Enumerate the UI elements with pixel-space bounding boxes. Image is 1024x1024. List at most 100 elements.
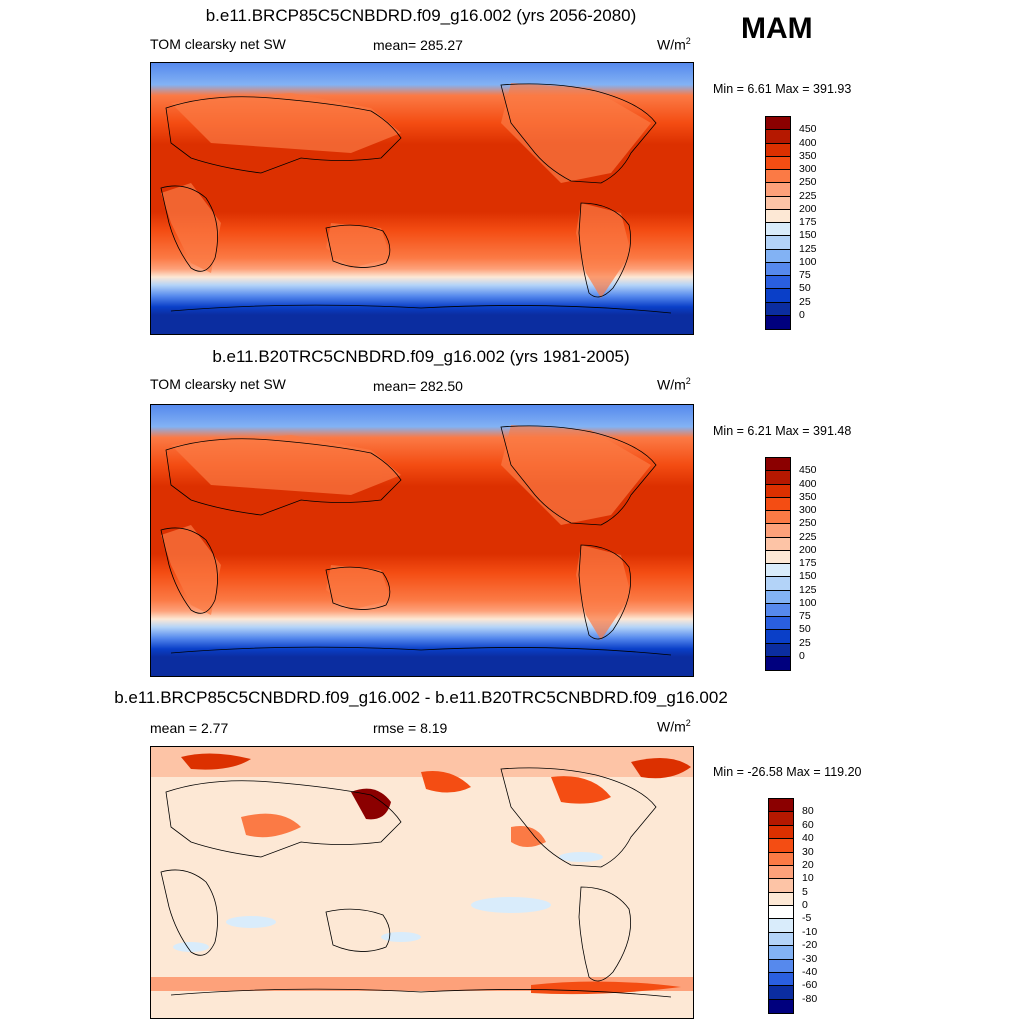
colorbar-tick-label: 50 [799, 623, 811, 636]
panel2-colorbar [765, 457, 791, 671]
colorbar-swatch [766, 577, 790, 591]
colorbar-tick-label: 300 [799, 504, 817, 516]
colorbar-tick-label: 200 [799, 202, 817, 215]
colorbar-tick-label: 0 [799, 308, 805, 321]
colorbar-tick-label: 25 [799, 636, 811, 649]
panel3-map [150, 746, 694, 1019]
colorbar-swatch [766, 497, 790, 511]
colorbar-swatch [766, 471, 790, 485]
colorbar-tick-label: 200 [799, 543, 817, 556]
panel2-map [150, 404, 694, 677]
colorbar-swatch [766, 550, 790, 564]
panel2-mean-label: mean= 282.50 [373, 378, 463, 394]
colorbar-tick-label: 175 [799, 557, 817, 569]
colorbar-swatch [766, 656, 790, 670]
colorbar-tick-label: 250 [799, 517, 817, 530]
colorbar-tick-label: 0 [802, 899, 808, 911]
colorbar-swatch [769, 852, 793, 866]
panel2-units: W/m2 [657, 376, 691, 393]
colorbar-tick-label: -10 [802, 925, 818, 938]
coastlines [160, 767, 672, 998]
colorbar-swatch [766, 315, 790, 329]
colorbar-tick-label: 100 [799, 596, 817, 609]
colorbar-swatch [766, 143, 790, 157]
colorbar-tick-label: 350 [799, 490, 817, 503]
colorbar-tick-label: 20 [802, 858, 814, 871]
colorbar-swatch [769, 959, 793, 973]
colorbar-swatch [766, 236, 790, 250]
colorbar-swatch [769, 879, 793, 893]
panel1-colorbar [765, 116, 791, 330]
panel2-minmax: Min = 6.21 Max = 391.48 [713, 424, 852, 438]
colorbar-tick-label: 125 [799, 242, 817, 255]
panel2-title: b.e11.B20TRC5CNBDRD.f09_g16.002 (yrs 198… [212, 347, 630, 366]
colorbar-swatch [769, 999, 793, 1013]
panel3-rmse-label: rmse = 8.19 [373, 720, 448, 736]
colorbar-tick-label: 450 [799, 464, 817, 477]
colorbar-swatch [766, 130, 790, 144]
coastlines [160, 83, 672, 314]
season-label: MAM [741, 12, 813, 45]
colorbar-swatch [766, 484, 790, 498]
colorbar-tick-label: 60 [802, 818, 814, 831]
negative-anomalies [173, 852, 603, 952]
panel3-units: W/m2 [657, 718, 691, 735]
colorbar-swatch [769, 972, 793, 987]
colorbar-tick-label: -20 [802, 939, 818, 952]
colorbar-tick-label: 450 [799, 123, 817, 136]
land-shading [161, 83, 651, 298]
colorbar-swatch [769, 812, 793, 826]
colorbar-tick-label: 50 [799, 282, 811, 295]
panel3-minmax: Min = -26.58 Max = 119.20 [713, 765, 862, 779]
colorbar-swatch [766, 262, 790, 276]
colorbar-tick-label: 100 [799, 255, 817, 268]
colorbar-swatch [766, 643, 790, 657]
colorbar-tick-label: 0 [799, 649, 805, 662]
colorbar-tick-label: 5 [802, 885, 808, 898]
colorbar-tick-label: 300 [799, 163, 817, 175]
colorbar-swatch [766, 170, 790, 184]
panel3-title: b.e11.BRCP85C5CNBDRD.f09_g16.002 - b.e11… [114, 688, 728, 707]
colorbar-tick-label: 150 [799, 229, 817, 242]
colorbar-swatch [769, 946, 793, 960]
colorbar-tick-label: 125 [799, 583, 817, 596]
colorbar-swatch [769, 906, 793, 920]
panel1-title: b.e11.BRCP85C5CNBDRD.f09_g16.002 (yrs 20… [205, 6, 637, 25]
panel1-variable-label: TOM clearsky net SW [150, 36, 286, 52]
colorbar-swatch [766, 590, 790, 604]
colorbar-tick-label: -60 [802, 979, 818, 992]
colorbar-tick-label: 75 [799, 610, 811, 622]
colorbar-swatch [766, 209, 790, 223]
panel1-mean-label: mean= 285.27 [373, 37, 463, 53]
colorbar-swatch [769, 932, 793, 947]
colorbar-tick-label: 75 [799, 269, 811, 281]
colorbar-tick-label: -30 [802, 952, 818, 965]
colorbar-tick-label: 25 [799, 295, 811, 308]
colorbar-swatch [766, 603, 790, 617]
colorbar-tick-label: 30 [802, 845, 814, 858]
colorbar-swatch [766, 537, 790, 551]
colorbar-swatch [766, 524, 790, 538]
panel1-units: W/m2 [657, 36, 691, 53]
colorbar-swatch [766, 564, 790, 578]
colorbar-swatch [766, 156, 790, 170]
colorbar-swatch [766, 302, 790, 316]
colorbar-tick-label: 175 [799, 216, 817, 228]
positive-anomalies [151, 747, 693, 995]
colorbar-swatch [766, 249, 790, 263]
colorbar-tick-label: 400 [799, 477, 817, 490]
panel2-variable-label: TOM clearsky net SW [150, 376, 286, 392]
colorbar-swatch [769, 919, 793, 933]
colorbar-tick-label: -5 [802, 912, 812, 925]
panel3-mean-label: mean = 2.77 [150, 720, 229, 736]
colorbar-swatch [769, 986, 793, 1000]
colorbar-swatch [766, 630, 790, 644]
colorbar-swatch [769, 892, 793, 906]
colorbar-swatch [766, 617, 790, 631]
colorbar-tick-label: 150 [799, 570, 817, 583]
colorbar-tick-label: 225 [799, 530, 817, 543]
colorbar-swatch [769, 839, 793, 853]
colorbar-tick-label: 40 [802, 832, 814, 845]
colorbar-swatch [766, 458, 790, 472]
colorbar-swatch [769, 865, 793, 880]
